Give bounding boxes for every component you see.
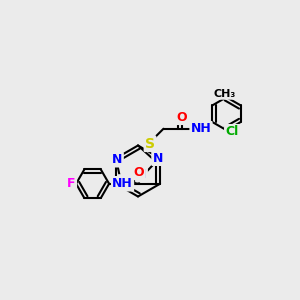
Text: F: F [67,177,76,190]
Text: N: N [112,153,123,166]
Text: N: N [119,176,129,188]
Text: CH₃: CH₃ [214,88,236,99]
Text: NH: NH [190,122,212,135]
Text: O: O [176,111,187,124]
Text: S: S [145,137,155,151]
Text: Cl: Cl [225,125,239,138]
Text: N: N [152,152,163,165]
Text: NH: NH [112,177,133,190]
Text: O: O [134,166,144,179]
Text: N: N [136,168,147,181]
